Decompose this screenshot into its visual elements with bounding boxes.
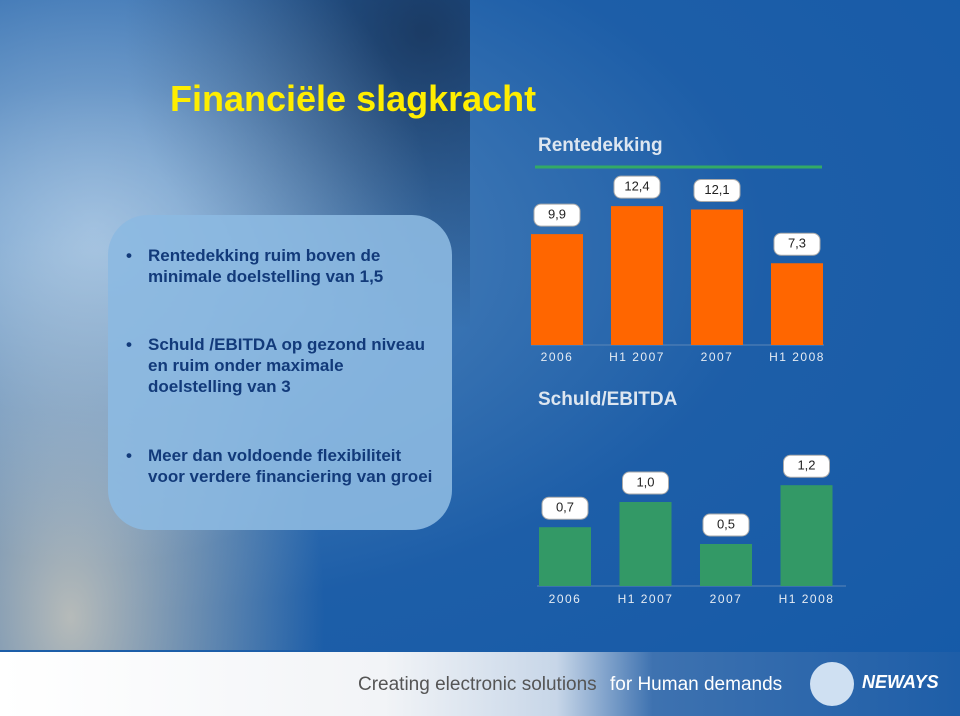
x-tick-label: H1 2008: [769, 350, 825, 364]
logo: NEWAYS: [862, 672, 939, 692]
tagline: for Human demands: [610, 674, 783, 695]
bar: [691, 209, 743, 345]
x-tick-label: 2006: [541, 350, 574, 364]
value-label: 9,9: [548, 207, 566, 222]
bar: [771, 263, 823, 345]
x-tick-label: 2006: [549, 592, 582, 606]
bar: [611, 206, 663, 345]
value-label-box: [613, 175, 661, 199]
bar: [531, 234, 583, 345]
bar: [539, 527, 591, 586]
bar: [780, 485, 833, 586]
slide-title: Financiële slagkracht: [170, 78, 537, 119]
value-label: 1,2: [797, 458, 815, 473]
value-label: 12,1: [704, 182, 729, 197]
value-label: 1,0: [636, 474, 654, 489]
x-tick-label: H1 2008: [779, 592, 835, 606]
bullet: Meer dan voldoende flexibiliteit voor ve…: [126, 445, 438, 487]
value-label-box: [533, 203, 581, 227]
value-label: 12,4: [624, 179, 649, 194]
tagline: Creating electronic solutions: [358, 674, 597, 695]
bar: [700, 544, 752, 586]
chart-title: Schuld/EBITDA: [538, 389, 678, 410]
x-tick-label: H1 2007: [618, 592, 674, 606]
bar: [619, 502, 672, 586]
value-label-box: [702, 513, 750, 537]
value-label-box: [622, 471, 669, 495]
bullet: Rentedekking ruim boven de minimale doel…: [126, 245, 438, 287]
x-tick-label: 2007: [710, 592, 743, 606]
value-label-box: [773, 232, 821, 256]
bullet: Schuld /EBITDA op gezond niveau en ruim …: [126, 334, 438, 397]
chart-title: Rentedekking: [538, 135, 663, 156]
value-label: 7,3: [788, 236, 806, 251]
logo-mark: [810, 662, 854, 706]
x-tick-label: H1 2007: [609, 350, 665, 364]
value-label-box: [541, 496, 589, 520]
value-label: 0,5: [717, 516, 735, 531]
value-label-box: [783, 454, 830, 478]
value-label-box: [693, 178, 741, 202]
x-tick-label: 2007: [701, 350, 734, 364]
value-label: 0,7: [556, 500, 574, 515]
footer: [0, 652, 960, 716]
